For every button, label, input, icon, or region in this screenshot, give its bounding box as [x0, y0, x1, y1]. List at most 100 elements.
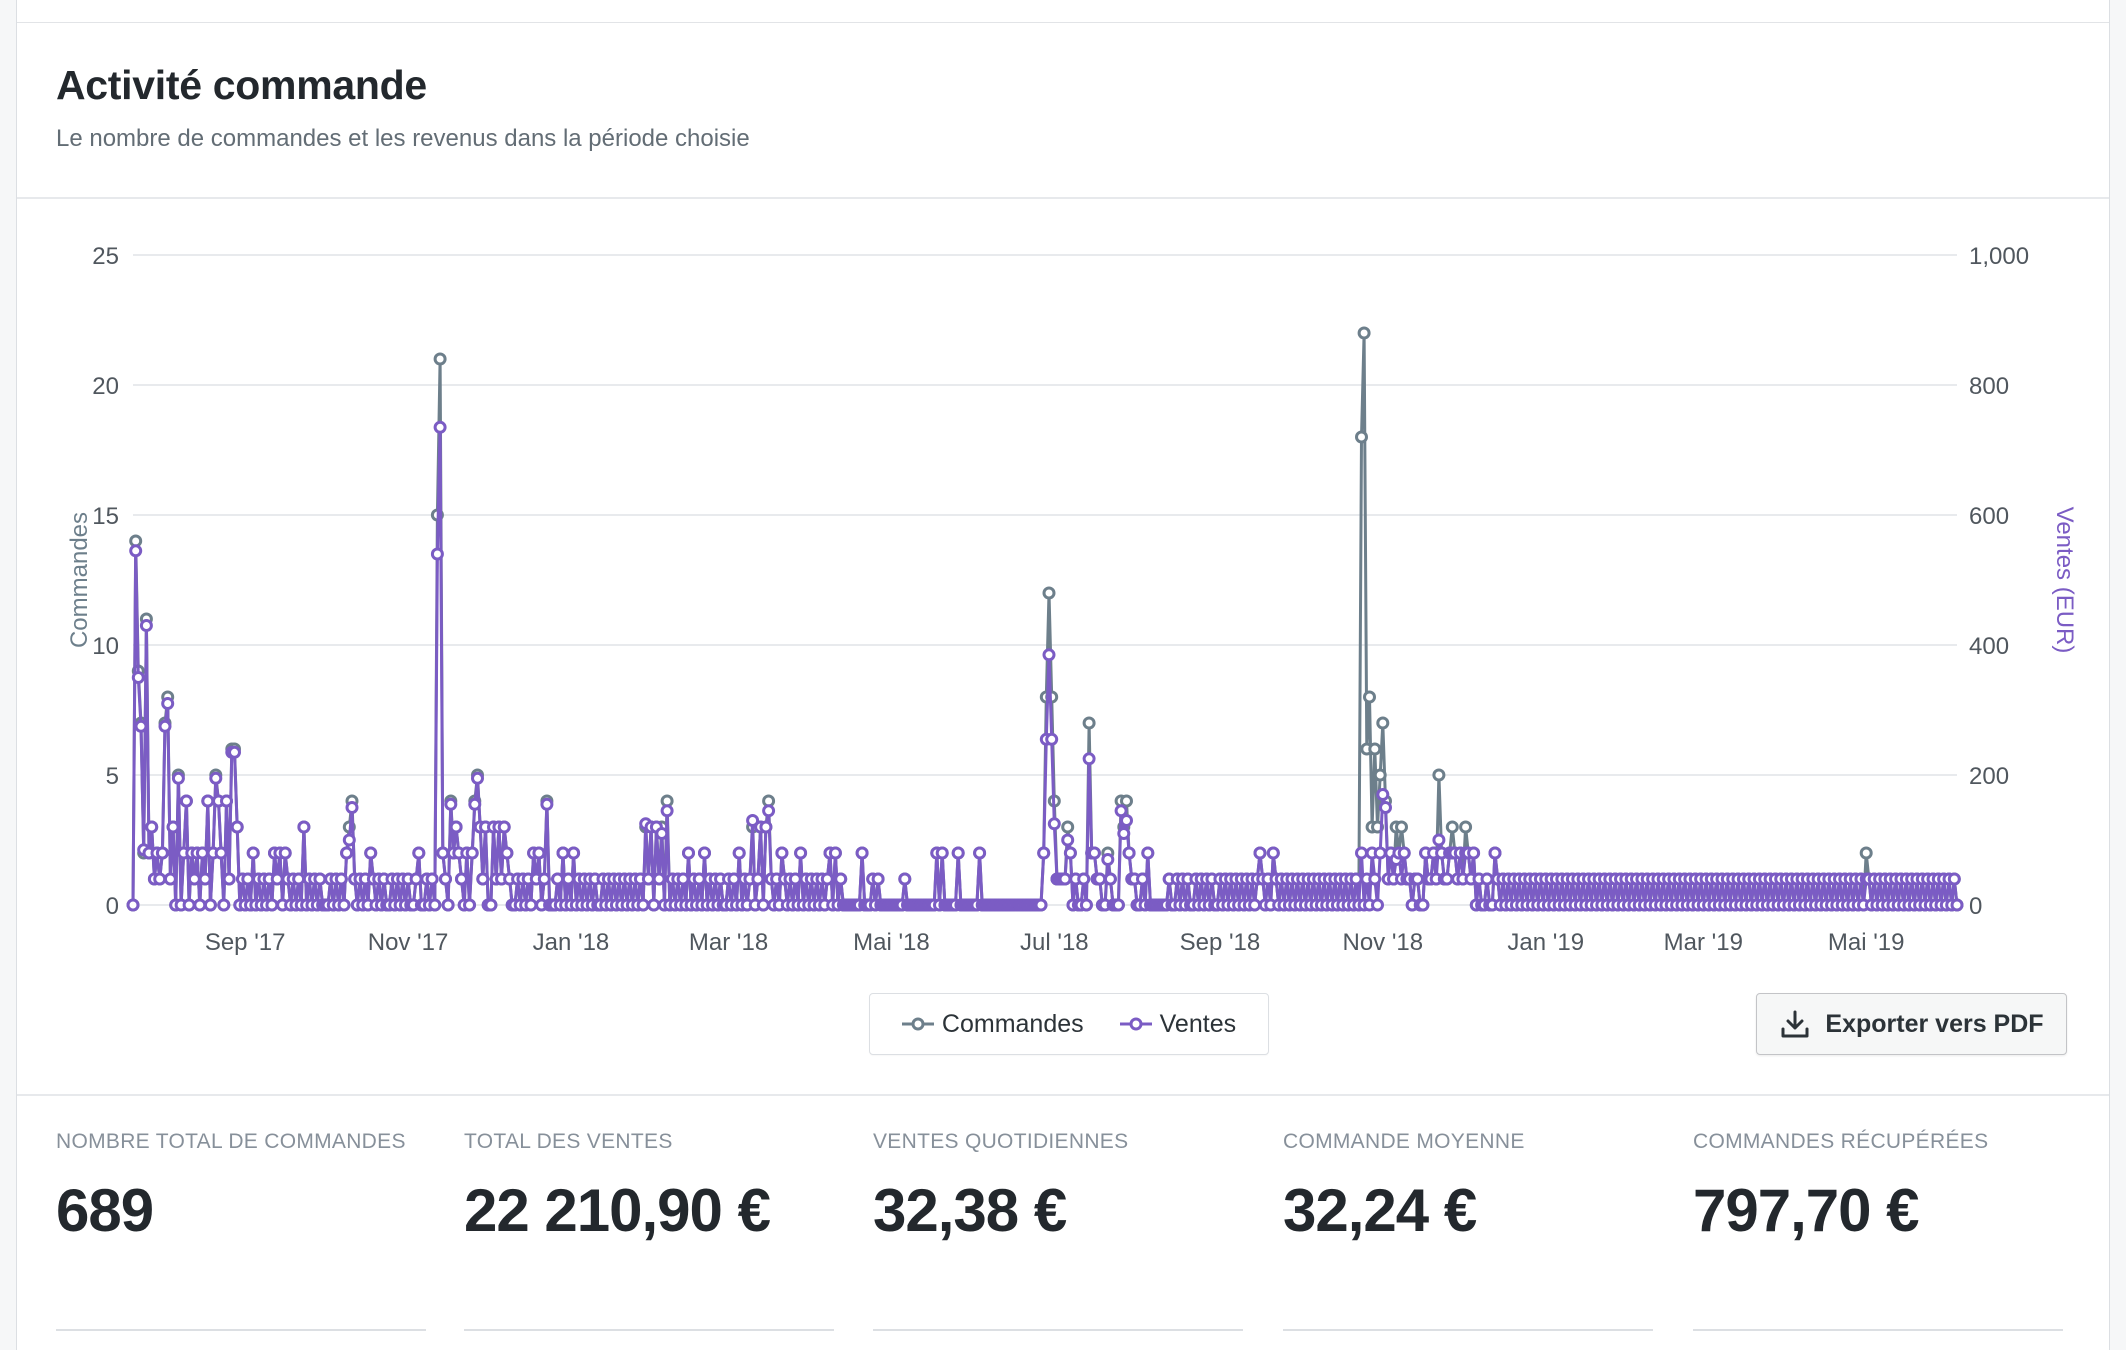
ventes-point[interactable] — [1379, 801, 1392, 814]
ventes-point[interactable] — [471, 771, 484, 785]
commandes-point[interactable] — [1082, 716, 1096, 730]
ventes-point[interactable] — [463, 898, 476, 912]
ventes-point[interactable] — [567, 846, 581, 860]
ventes-point[interactable] — [1058, 872, 1072, 886]
commandes-point[interactable] — [1859, 846, 1873, 860]
ventes-point[interactable] — [158, 719, 172, 733]
ventes-point[interactable] — [647, 898, 661, 912]
commandes-point[interactable] — [1120, 794, 1133, 808]
ventes-point[interactable] — [334, 872, 348, 886]
ventes-point[interactable] — [676, 872, 690, 886]
ventes-point[interactable] — [1266, 846, 1280, 860]
ventes-point[interactable] — [153, 872, 167, 886]
ventes-point[interactable] — [345, 801, 359, 814]
commandes-point[interactable] — [1355, 430, 1368, 444]
ventes-point[interactable] — [230, 820, 244, 834]
commandes-point[interactable] — [1061, 820, 1075, 834]
commandes-point[interactable] — [433, 352, 447, 366]
ventes-point[interactable] — [228, 745, 241, 759]
ventes-point[interactable] — [1087, 846, 1101, 860]
ventes-point[interactable] — [1368, 872, 1382, 886]
commandes-point[interactable] — [1445, 820, 1459, 834]
ventes-point[interactable] — [126, 898, 140, 912]
legend-item-ventes[interactable]: Ventes — [1119, 1010, 1236, 1039]
ventes-point[interactable] — [455, 872, 468, 886]
ventes-point[interactable] — [1488, 846, 1502, 860]
ventes-point[interactable] — [278, 846, 292, 860]
ventes-point[interactable] — [193, 898, 207, 912]
ventes-point[interactable] — [313, 872, 327, 886]
ventes-point[interactable] — [449, 820, 463, 834]
ventes-point[interactable] — [198, 872, 212, 886]
ventes-point[interactable] — [537, 872, 551, 886]
ventes-point[interactable] — [556, 846, 570, 860]
ventes-point[interactable] — [222, 872, 236, 886]
ventes-point[interactable] — [364, 846, 378, 860]
ventes-point[interactable] — [476, 872, 490, 886]
ventes-point[interactable] — [270, 872, 284, 886]
export-pdf-button[interactable]: Exporter vers PDF — [1756, 993, 2067, 1055]
ventes-point[interactable] — [524, 898, 538, 912]
ventes-point[interactable] — [131, 671, 145, 684]
ventes-point[interactable] — [898, 872, 912, 886]
ventes-point[interactable] — [1093, 872, 1107, 886]
ventes-point[interactable] — [441, 898, 455, 912]
ventes-point[interactable] — [1947, 872, 1961, 886]
ventes-point[interactable] — [134, 719, 148, 733]
ventes-point[interactable] — [794, 846, 808, 860]
commandes-point[interactable] — [1432, 768, 1446, 782]
ventes-point[interactable] — [551, 872, 565, 886]
commandes-point[interactable] — [1368, 742, 1382, 756]
ventes-point[interactable] — [834, 872, 848, 886]
ventes-point[interactable] — [1082, 752, 1096, 766]
ventes-point[interactable] — [297, 820, 311, 834]
ventes-point[interactable] — [241, 872, 255, 886]
ventes-point[interactable] — [195, 846, 209, 860]
ventes-point[interactable] — [484, 898, 498, 912]
ventes-point[interactable] — [1063, 846, 1077, 860]
ventes-point[interactable] — [951, 846, 965, 860]
ventes-point[interactable] — [1045, 732, 1059, 746]
ventes-point[interactable] — [751, 872, 765, 886]
commandes-point[interactable] — [1459, 820, 1473, 834]
ventes-point[interactable] — [732, 846, 746, 860]
commandes-point[interactable] — [1373, 768, 1387, 782]
ventes-point[interactable] — [935, 846, 949, 860]
ventes-point[interactable] — [1373, 846, 1387, 860]
commandes-point[interactable] — [1395, 820, 1408, 834]
ventes-point[interactable] — [182, 898, 196, 912]
ventes-point[interactable] — [1355, 846, 1368, 860]
ventes-point[interactable] — [727, 872, 741, 886]
ventes-point[interactable] — [1253, 846, 1267, 860]
ventes-point[interactable] — [1480, 872, 1494, 886]
ventes-point[interactable] — [1141, 846, 1155, 860]
ventes-point[interactable] — [1411, 872, 1424, 886]
ventes-point[interactable] — [641, 872, 655, 886]
ventes-point[interactable] — [746, 814, 760, 827]
commandes-point[interactable] — [1357, 326, 1371, 340]
ventes-point[interactable] — [214, 846, 228, 860]
ventes-point[interactable] — [409, 872, 423, 886]
ventes-point[interactable] — [1117, 827, 1131, 840]
ventes-point[interactable] — [201, 794, 215, 808]
ventes-point[interactable] — [1077, 872, 1091, 886]
ventes-point[interactable] — [1037, 846, 1051, 860]
ventes-point[interactable] — [698, 846, 711, 860]
ventes-point[interactable] — [217, 898, 231, 912]
ventes-point[interactable] — [1114, 804, 1128, 818]
ventes-point[interactable] — [1416, 898, 1430, 912]
ventes-point[interactable] — [179, 794, 193, 808]
ventes-point[interactable] — [433, 420, 447, 434]
ventes-point[interactable] — [682, 846, 695, 860]
ventes-point[interactable] — [187, 872, 201, 886]
ventes-point[interactable] — [209, 771, 223, 785]
ventes-point[interactable] — [660, 804, 674, 818]
ventes-point[interactable] — [1397, 846, 1411, 860]
ventes-point[interactable] — [425, 872, 439, 886]
ventes-point[interactable] — [139, 619, 153, 632]
ventes-point[interactable] — [1103, 872, 1117, 886]
ventes-point[interactable] — [855, 846, 869, 860]
ventes-point[interactable] — [1440, 872, 1454, 886]
legend-item-commandes[interactable]: Commandes — [901, 1010, 1084, 1039]
ventes-point[interactable] — [788, 872, 802, 886]
